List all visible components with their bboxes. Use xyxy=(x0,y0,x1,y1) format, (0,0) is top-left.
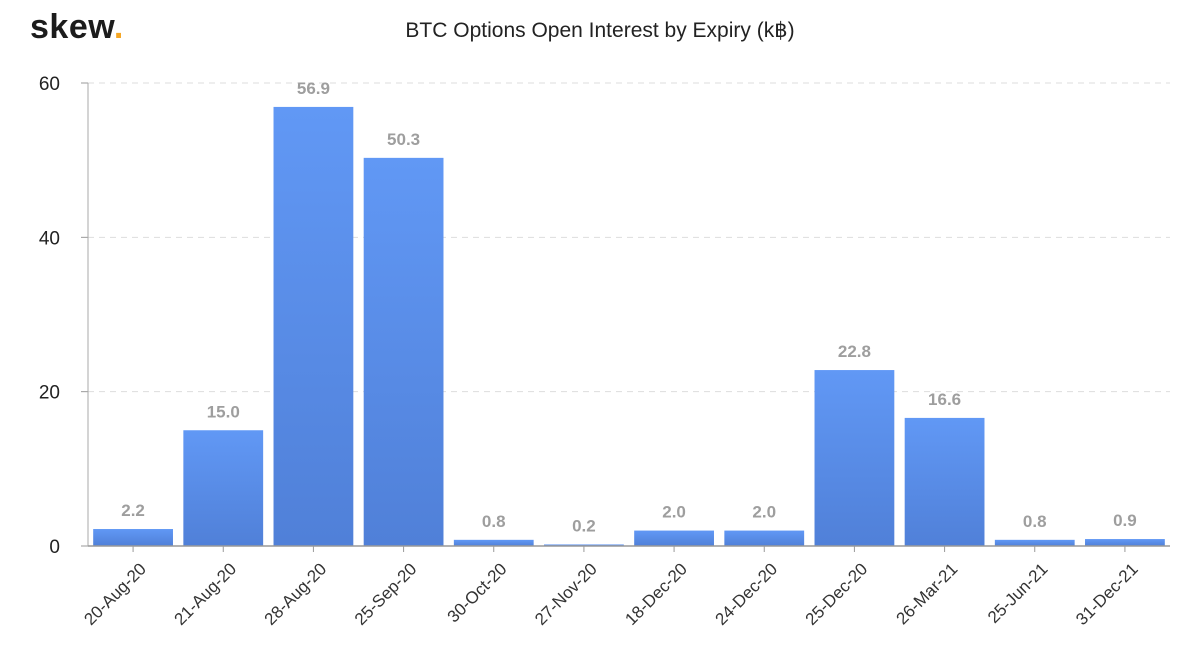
bar-20-Aug-20 xyxy=(93,529,173,546)
bar-21-Aug-20 xyxy=(183,430,264,546)
x-tick-label: 25-Sep-20 xyxy=(351,559,421,629)
x-tick-label: 24-Dec-20 xyxy=(712,559,782,629)
brand-dot: . xyxy=(113,8,124,46)
data-label: 15.0 xyxy=(207,402,240,421)
chart-title: BTC Options Open Interest by Expiry (k฿) xyxy=(405,19,795,42)
data-label: 22.8 xyxy=(838,342,871,361)
bar-24-Dec-20 xyxy=(724,530,805,546)
bar-30-Oct-20 xyxy=(453,539,534,546)
bar-25-Dec-20 xyxy=(814,370,895,546)
bar-26-Mar-21 xyxy=(904,417,985,546)
data-label: 0.2 xyxy=(572,516,596,535)
x-tick-label: 25-Dec-20 xyxy=(802,559,872,629)
data-label: 2.0 xyxy=(662,503,686,522)
bar-31-Dec-21 xyxy=(1085,539,1165,546)
data-label: 16.6 xyxy=(928,390,961,409)
bar-28-Aug-20 xyxy=(273,106,354,547)
x-tick-label: 30-Oct-20 xyxy=(444,559,511,626)
axes xyxy=(81,82,1170,552)
y-tick-label: 40 xyxy=(39,228,60,249)
x-tick-label: 26-Mar-21 xyxy=(893,559,962,628)
x-tick-label: 25-Jun-21 xyxy=(984,559,1052,627)
bar-18-Dec-20 xyxy=(634,530,714,546)
gridlines xyxy=(88,82,1170,393)
skew-logo: skew. xyxy=(30,8,124,47)
x-tick-label: 21-Aug-20 xyxy=(171,559,241,629)
y-tick-label: 0 xyxy=(49,537,60,558)
x-tick-label: 18-Dec-20 xyxy=(621,559,691,629)
y-tick-label: 20 xyxy=(39,383,60,404)
x-tick-label: 31-Dec-21 xyxy=(1072,559,1142,629)
bar-27-Nov-20 xyxy=(544,544,624,546)
y-tick-label: 60 xyxy=(39,74,60,95)
x-tick-label: 20-Aug-20 xyxy=(80,559,150,629)
data-label: 56.9 xyxy=(297,79,330,98)
data-label: 2.0 xyxy=(752,503,776,522)
data-label: 2.2 xyxy=(121,501,145,520)
bar-25-Sep-20 xyxy=(363,157,444,546)
x-tick-label: 27-Nov-20 xyxy=(531,559,601,629)
bars xyxy=(93,106,1165,547)
data-label: 0.8 xyxy=(482,512,506,531)
data-label: 0.9 xyxy=(1113,511,1137,530)
data-label: 0.8 xyxy=(1023,512,1047,531)
x-tick-label: 28-Aug-20 xyxy=(261,559,331,629)
bar-25-Jun-21 xyxy=(994,539,1075,546)
brand-name: skew xyxy=(30,8,114,46)
data-label: 50.3 xyxy=(387,130,420,149)
